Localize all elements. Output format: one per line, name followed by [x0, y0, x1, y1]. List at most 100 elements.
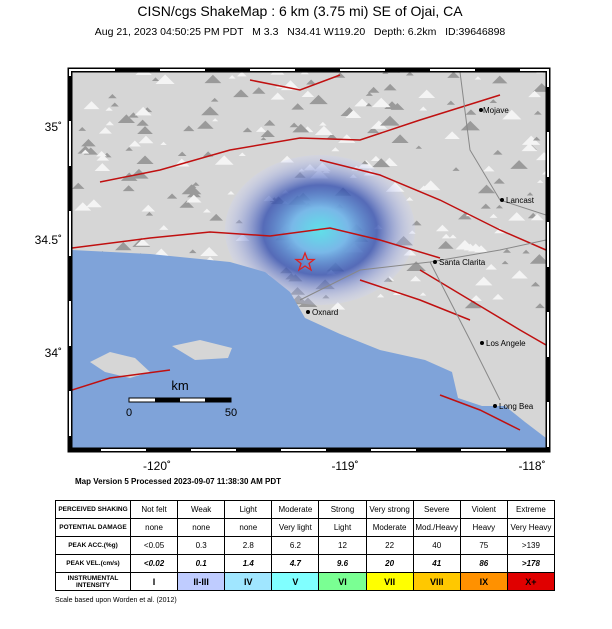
hill [252, 87, 266, 94]
hill [449, 234, 457, 239]
hill [192, 182, 200, 186]
hill [96, 151, 108, 157]
table-cell: 0.1 [177, 554, 226, 573]
hill [365, 92, 373, 96]
hill [228, 75, 236, 79]
hill [115, 242, 132, 251]
hill [292, 123, 310, 133]
hill [493, 149, 503, 155]
hill [367, 86, 380, 93]
hill [270, 72, 285, 75]
city-dot [493, 404, 497, 408]
hill [530, 281, 541, 287]
table-cell: 12 [318, 536, 367, 555]
hill [480, 203, 491, 209]
hill [136, 155, 154, 165]
hill [331, 147, 340, 152]
hill [475, 276, 493, 286]
hill [495, 204, 504, 209]
hill [470, 295, 482, 301]
lat-label: 34.5˚ [35, 233, 62, 247]
table-cell: 1.4 [224, 554, 273, 573]
hill [135, 238, 150, 246]
city-label: Lancast [506, 196, 535, 205]
lon-label: -120˚ [143, 459, 171, 473]
hill [98, 127, 112, 134]
hill [406, 261, 426, 272]
hill [186, 194, 202, 203]
table-cell: Heavy [459, 518, 508, 537]
hill [74, 202, 92, 211]
hill [326, 133, 338, 139]
hill [94, 163, 111, 171]
table-cell: 41 [412, 554, 461, 573]
hill [237, 72, 247, 77]
table-cell: none [177, 518, 226, 537]
epicenter [294, 251, 316, 272]
hill [435, 224, 449, 232]
table-cell: Not felt [129, 500, 179, 519]
scale-bar-segment [205, 398, 231, 402]
city-label: Santa Clarita [439, 258, 486, 267]
hill [189, 249, 197, 254]
table-cell: I [129, 572, 179, 591]
hill [441, 233, 451, 239]
city-dot [479, 108, 483, 112]
hill [125, 147, 133, 151]
hill [365, 103, 373, 107]
table-cell: II-III [177, 572, 226, 591]
hill [533, 110, 542, 115]
hill [528, 90, 541, 98]
hill [314, 125, 334, 136]
city-label: Mojave [483, 106, 509, 115]
hill [371, 97, 391, 108]
hill [489, 99, 498, 104]
hill [345, 109, 362, 118]
table-cell: IV [224, 572, 273, 591]
hill [85, 199, 102, 208]
hill [460, 120, 480, 131]
table-cell: Moderate [365, 518, 414, 537]
table-cell: Violent [459, 500, 508, 519]
hill [418, 89, 436, 99]
subtitle: Aug 21, 2023 04:50:25 PM PDT M 3.3 N34.4… [95, 26, 506, 38]
hill [367, 126, 380, 134]
hill [201, 106, 220, 116]
hill [255, 126, 267, 132]
island [172, 340, 232, 360]
hill [134, 106, 152, 116]
table-cell: <0.02 [129, 554, 179, 573]
hill [508, 212, 526, 221]
hill [489, 213, 498, 218]
row-header: PEAK ACC.(%g) [55, 536, 131, 555]
scale-bar-segment [155, 398, 180, 402]
table-row: POTENTIAL DAMAGE none none none Very light Li… [55, 518, 556, 537]
footer: Scale based upon Worden et al. (2012) [55, 597, 177, 604]
hill [138, 135, 154, 144]
hill [529, 254, 546, 264]
table-cell: X+ [506, 572, 556, 591]
hill [437, 240, 454, 249]
hill [202, 208, 211, 213]
hill [81, 149, 90, 154]
hill [260, 137, 267, 141]
table-cell: VII [365, 572, 414, 591]
table-cell: <0.05 [129, 536, 179, 555]
table-cell: Extreme [506, 500, 556, 519]
table-cell: Very strong [365, 500, 414, 519]
hill [289, 122, 299, 128]
hill [108, 94, 117, 99]
table-cell: VI [318, 572, 367, 591]
hill [370, 155, 382, 161]
table-cell: 22 [365, 536, 414, 555]
hill [72, 182, 85, 189]
city-dot [500, 198, 504, 202]
hill [204, 74, 222, 84]
hill [260, 129, 275, 138]
scale-end: 50 [225, 407, 237, 419]
hill [105, 121, 114, 126]
lon-label: -118˚ [518, 459, 545, 473]
hill [166, 193, 178, 199]
table-cell: Mod./Heavy [412, 518, 461, 537]
table-cell: VIII [412, 572, 461, 591]
